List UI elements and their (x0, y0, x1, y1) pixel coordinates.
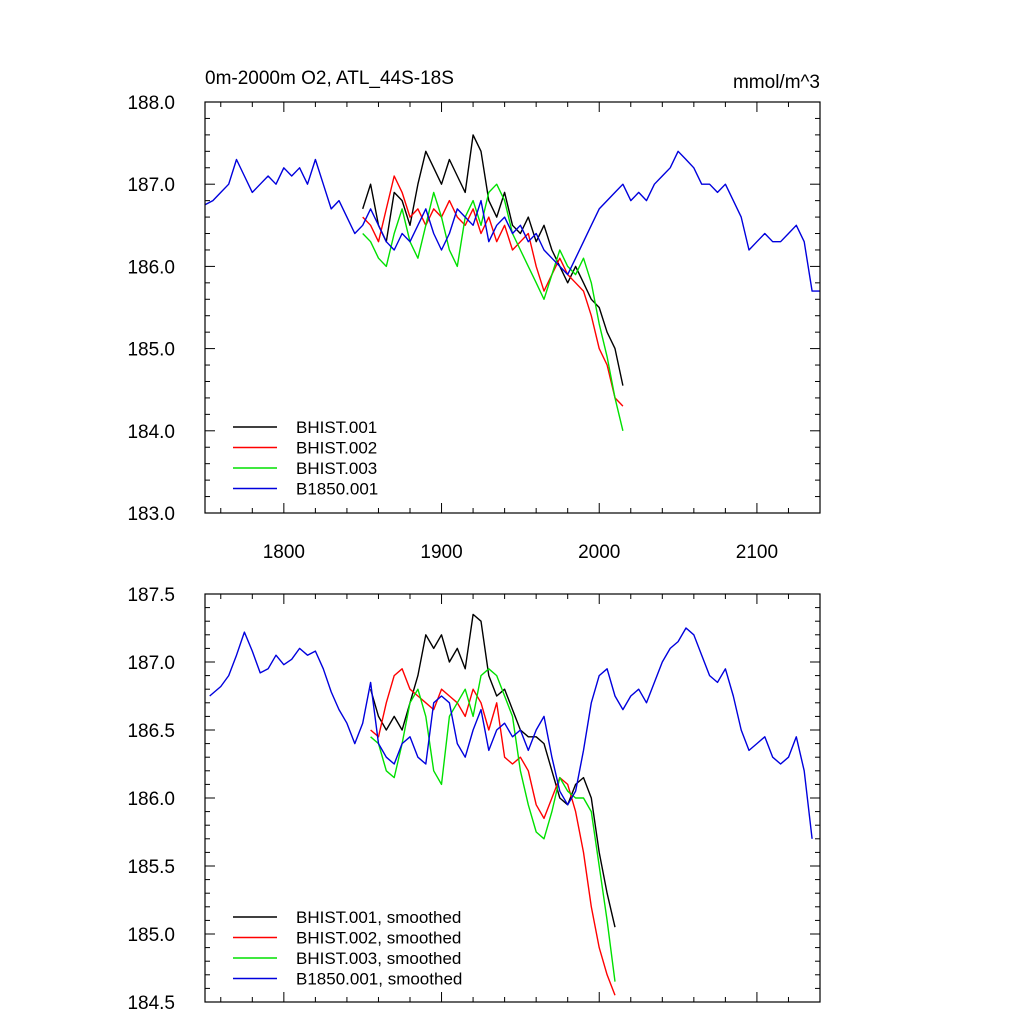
bottom-panel: 184.5 185.0 185.5 186.0 186.5 187.0 187.5 BHIST… (127, 585, 821, 1014)
legend-label-0-0: BHIST.001 (296, 418, 377, 437)
series-line-1-3 (209, 627, 813, 839)
x-tick-label-0-2: 2000 (578, 542, 620, 563)
legend-label-1-3: B1850.001, smoothed (296, 970, 462, 989)
top-panel-title: 0m-2000m O2, ATL_44S-18S (205, 68, 454, 89)
series-line-1-2 (370, 668, 616, 982)
series-line-0-3 (204, 150, 820, 292)
series-line-0-0 (362, 134, 624, 386)
series-line-0-2 (362, 183, 624, 431)
legend-label-0-2: BHIST.003 (296, 459, 377, 478)
x-tick-label-0-3: 2100 (736, 542, 778, 563)
legend-label-1-1: BHIST.002, smoothed (296, 929, 461, 948)
legend-label-1-2: BHIST.003, smoothed (296, 949, 461, 968)
y-tick-label-0-0: 183.0 (127, 504, 175, 525)
y-tick-label-1-5: 187.0 (127, 653, 175, 674)
top-panel-units: mmol/m^3 (733, 72, 820, 93)
top-panel: 0m-2000m O2, ATL_44S-18S mmol/m^3 183.0 1… (127, 68, 821, 563)
legend-label-0-1: BHIST.002 (296, 439, 377, 458)
y-tick-label-0-2: 185.0 (127, 340, 175, 361)
y-tick-label-1-4: 186.5 (127, 721, 175, 742)
series-line-0-1 (362, 175, 624, 407)
y-tick-label-1-6: 187.5 (127, 585, 175, 606)
y-tick-label-0-3: 186.0 (127, 257, 175, 278)
y-tick-label-1-1: 185.0 (127, 925, 175, 946)
y-tick-label-1-0: 184.5 (127, 993, 175, 1014)
y-tick-label-0-5: 188.0 (127, 93, 175, 114)
plot-frame-0 (204, 101, 821, 514)
legend-label-0-3: B1850.001 (296, 480, 378, 499)
series-line-1-0 (369, 613, 616, 928)
legend-label-1-0: BHIST.001, smoothed (296, 908, 461, 927)
x-tick-label-0-1: 1900 (420, 542, 462, 563)
y-tick-label-0-4: 187.0 (127, 175, 175, 196)
series-line-1-1 (370, 668, 616, 996)
y-tick-label-1-3: 186.0 (127, 789, 175, 810)
legend-1: BHIST.001, smoothed BHIST.002, smoothedBH… (233, 908, 462, 989)
y-tick-label-1-2: 185.5 (127, 857, 175, 878)
x-tick-label-0-0: 1800 (263, 542, 305, 563)
y-tick-label-0-1: 184.0 (127, 422, 175, 443)
